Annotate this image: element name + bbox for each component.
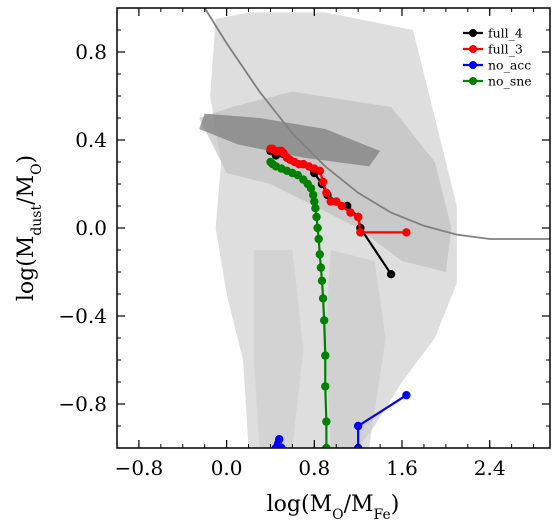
legend-label: full_3: [488, 42, 523, 57]
legend-label: no_acc: [488, 58, 531, 73]
data-point: [315, 166, 324, 175]
density-region: [254, 250, 304, 448]
data-point: [312, 212, 321, 222]
data-point: [309, 190, 318, 200]
data-point: [318, 294, 328, 303]
data-point: [353, 421, 363, 431]
y-tick-label: 0.8: [75, 40, 107, 64]
data-point: [402, 228, 411, 237]
data-point: [322, 443, 331, 448]
density-region: [325, 250, 386, 448]
reference-curve-line: [203, 8, 550, 240]
data-point: [316, 263, 326, 272]
data-point: [306, 184, 316, 193]
legend-marker: [469, 29, 477, 37]
y-tick-label: 0.4: [75, 128, 107, 152]
x-axis-label: log(MO/MFe): [267, 492, 400, 523]
data-point: [317, 276, 327, 285]
legend-marker: [469, 77, 477, 85]
data-point: [275, 435, 284, 444]
y-tick-label: −0.4: [58, 304, 107, 328]
y-axis-label: log(Mdust/MO): [14, 155, 45, 301]
x-tick-label: 0.0: [211, 456, 243, 480]
data-point: [319, 316, 329, 325]
data-point: [337, 201, 346, 211]
data-point: [314, 234, 323, 244]
data-point: [310, 197, 319, 206]
legend-marker: [469, 45, 477, 53]
x-tick-label: 0.8: [298, 456, 330, 480]
data-point: [353, 212, 363, 222]
legend-marker: [469, 61, 477, 69]
x-tick-label: −0.8: [115, 456, 164, 480]
reference-curve: [203, 8, 550, 240]
data-point: [322, 188, 331, 197]
series-layer: [266, 144, 411, 448]
observed-density-cloud: [199, 12, 457, 448]
y-tick-label: −0.8: [58, 392, 107, 416]
series-no_acc: [271, 391, 411, 448]
data-point: [322, 417, 331, 426]
data-point: [315, 250, 324, 259]
density-region: [199, 113, 381, 167]
x-tick-label: 2.4: [474, 456, 506, 480]
y-tick-label: 0.0: [75, 216, 107, 240]
legend-label: no_sne: [488, 74, 532, 89]
data-point: [402, 391, 411, 400]
legend-label: full_4: [488, 26, 523, 41]
data-point: [386, 270, 396, 279]
x-tick-label: 1.6: [386, 456, 418, 480]
series-no_sne: [266, 157, 331, 448]
axis-ticks: −0.8 0.0 0.8 1.6 2.4 0.8 0.4 0.0 −0.4 −0.8: [58, 7, 550, 480]
data-point: [321, 351, 330, 360]
data-point: [311, 204, 320, 213]
data-point: [321, 382, 330, 391]
data-point: [356, 228, 365, 237]
data-point: [346, 208, 355, 217]
data-point: [318, 177, 328, 186]
data-point: [313, 223, 322, 233]
data-point: [277, 443, 286, 448]
series-full_3: [266, 144, 411, 237]
